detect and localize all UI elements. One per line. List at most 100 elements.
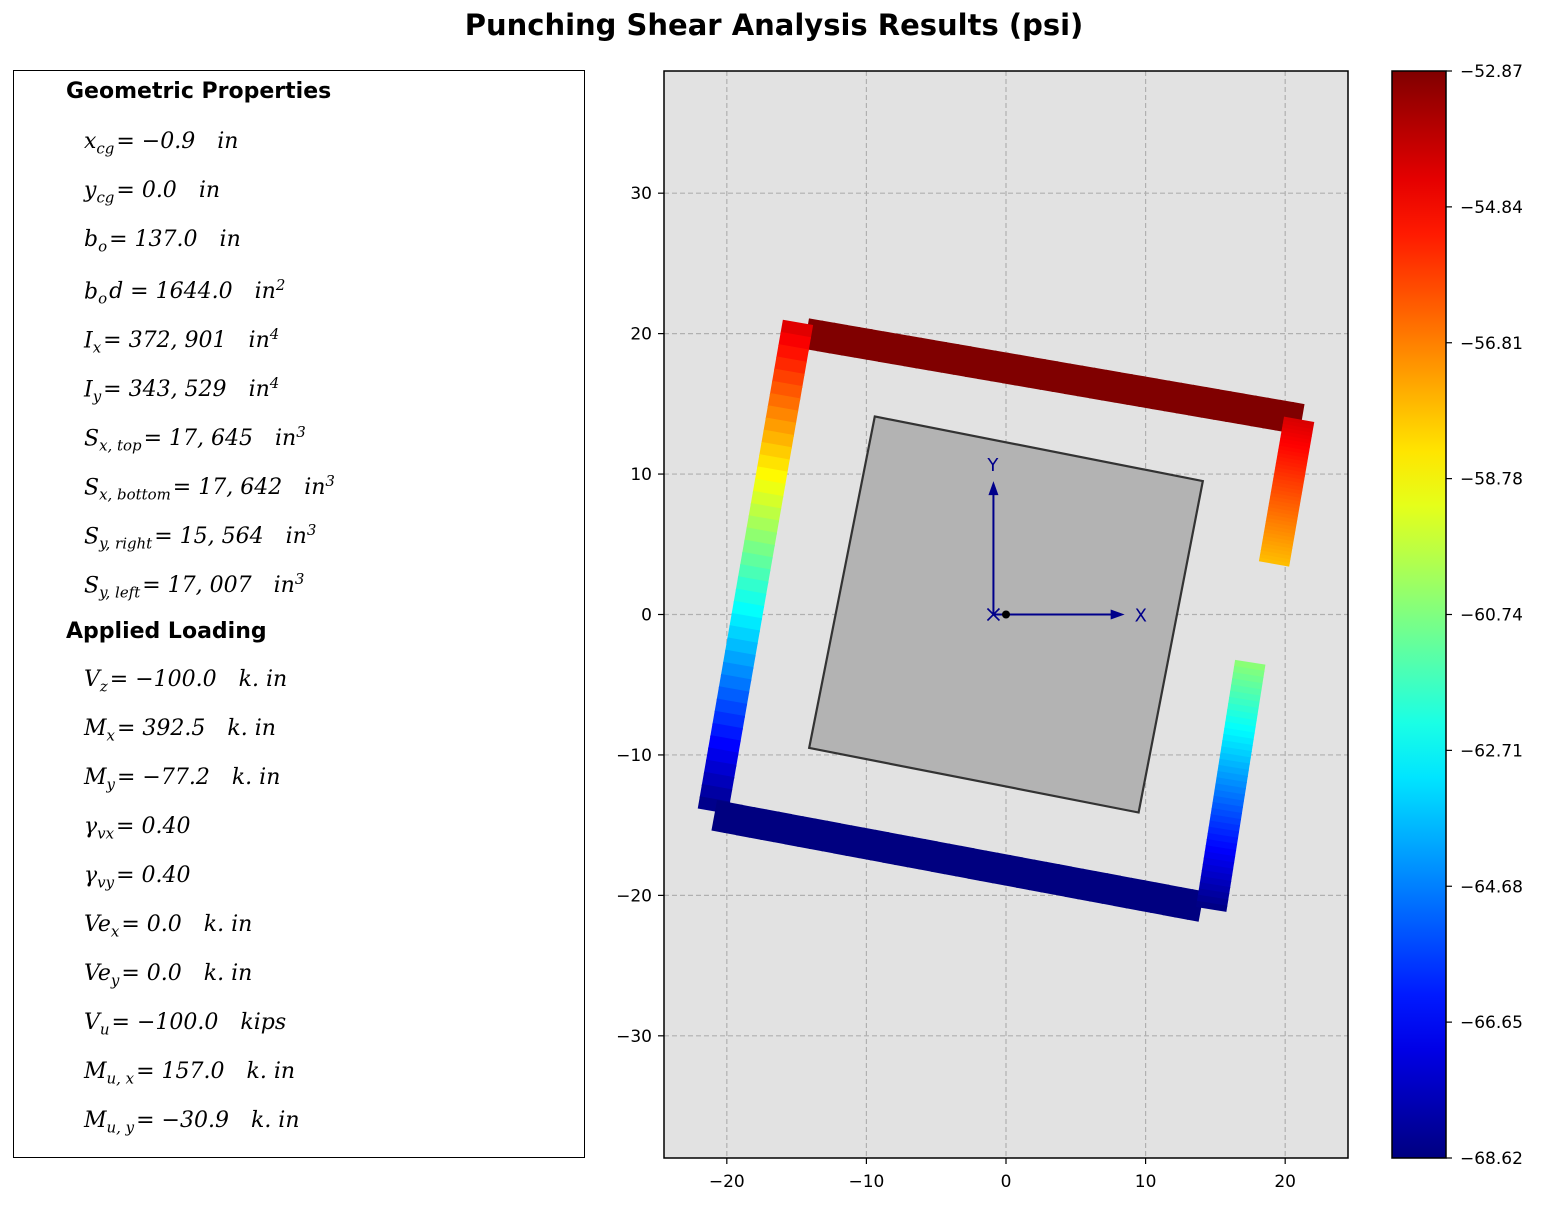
y-tick-label: 0 (641, 606, 652, 626)
property-value: d = 1644.0 (109, 279, 233, 305)
perimeter-right-lower-piece (1198, 882, 1231, 895)
perimeter-right-lower-piece (1231, 678, 1263, 691)
perimeter-right-upper-piece (1260, 550, 1292, 560)
perimeter-right-lower-piece (1197, 888, 1230, 901)
perimeter-group: XY (697, 318, 1315, 922)
x-tick-label: 10 (1135, 1172, 1157, 1192)
property-subscript: u (99, 1020, 110, 1039)
property-unit: k. in (203, 961, 253, 986)
property-value: = −77.2 (116, 765, 210, 790)
property-subscript: z (99, 677, 108, 696)
perimeter-right-upper-piece (1278, 445, 1310, 456)
property-value: = 157.0 (136, 1059, 225, 1084)
perimeter-right-lower-piece (1196, 900, 1228, 912)
perimeter-right-upper-piece (1274, 467, 1306, 477)
perimeter-right-upper-piece (1265, 517, 1297, 528)
perimeter-right-lower-piece (1202, 857, 1235, 870)
property-value: = −30.9 (136, 1108, 229, 1133)
property-subscript: y, left (99, 583, 141, 602)
property-value: = −0.9 (116, 129, 196, 154)
property-loading-8: Mu, x= 157.0 k. in (84, 1059, 295, 1087)
property-unit: in (273, 573, 295, 599)
perimeter-right-upper-piece (1269, 496, 1301, 506)
property-subscript: u, y (106, 1118, 135, 1137)
property-geometric-5: Iy= 343, 529 in4 (84, 374, 279, 406)
perimeter-right-lower-piece (1205, 839, 1238, 851)
y-tick-label: −30 (616, 1027, 652, 1047)
property-symbol: S (84, 426, 100, 452)
property-geometric-3: bod = 1644.0 in2 (84, 276, 285, 308)
chart-title: Punching Shear Analysis Results (psi) (464, 8, 1084, 42)
perimeter-right-lower-piece (1203, 851, 1236, 864)
property-unit: in (217, 129, 239, 154)
property-symbol: γ (84, 814, 98, 839)
property-unit: kips (240, 1010, 287, 1035)
property-subscript: x (106, 726, 115, 745)
perimeter-right-upper-piece (1280, 431, 1312, 441)
property-value: = 17, 007 (142, 573, 252, 599)
y-tick-label: 20 (630, 325, 652, 345)
perimeter-right-upper-piece (1279, 438, 1311, 448)
property-unit-exponent: 3 (296, 423, 306, 441)
perimeter-right-lower-piece (1211, 801, 1243, 814)
perimeter-right-upper-piece (1275, 460, 1307, 470)
perimeter-right-upper-piece (1258, 557, 1290, 567)
colorbar-tick-label: −56.81 (1460, 334, 1523, 354)
perimeter-right-lower-piece (1210, 808, 1242, 821)
perimeter-right-upper-piece (1277, 452, 1308, 463)
perimeter-right-upper-piece (1270, 488, 1302, 499)
perimeter-right-lower-piece (1206, 832, 1239, 845)
property-subscript: u, x (106, 1069, 135, 1088)
property-loading-1: Mx= 392.5 k. in (84, 716, 276, 744)
perimeter-right-upper-piece (1266, 510, 1298, 521)
x-tick-label: 20 (1274, 1172, 1296, 1192)
applied-loading-heading: Applied Loading (66, 619, 267, 644)
perimeter-right-upper-piece (1283, 416, 1315, 427)
property-symbol: M (84, 1059, 107, 1084)
perimeter-right-lower-piece (1199, 876, 1232, 889)
property-symbol: S (84, 524, 100, 550)
property-symbol: M (84, 765, 107, 790)
property-symbol: I (84, 377, 93, 403)
property-value: = 0.0 (121, 961, 182, 986)
y-tick-label: −10 (616, 746, 652, 766)
property-loading-0: Vz= −100.0 k. in (84, 667, 287, 695)
perimeter-right-lower-piece (1228, 696, 1260, 709)
property-value: = 343, 529 (103, 377, 227, 403)
property-unit: k. in (203, 912, 253, 937)
property-value: = 372, 901 (103, 328, 227, 354)
property-value: = 392.5 (116, 716, 206, 741)
property-unit-exponent: 3 (306, 521, 317, 539)
perimeter-right-upper-piece (1268, 499, 1300, 510)
perimeter-right-lower-piece (1218, 758, 1250, 771)
perimeter-right-lower-piece (1232, 672, 1264, 685)
property-loading-5: Vex= 0.0 k. in (84, 912, 252, 940)
property-value: = 17, 642 (172, 475, 283, 501)
perimeter-right-upper-piece (1261, 543, 1293, 553)
property-subscript: cg (96, 188, 115, 207)
perimeter-right-lower-piece (1204, 845, 1237, 858)
perimeter-right-lower-piece (1201, 863, 1234, 876)
property-subscript: o (98, 289, 108, 308)
perimeter-right-upper-piece (1276, 456, 1308, 466)
perimeter-right-lower-piece (1196, 894, 1229, 907)
property-symbol: V (84, 667, 100, 692)
property-subscript: o (98, 237, 108, 256)
perimeter-right-lower-piece (1227, 703, 1259, 716)
y-tick-label: 30 (630, 184, 652, 204)
perimeter-right-lower-piece (1225, 715, 1257, 728)
property-subscript: y, right (99, 534, 153, 553)
property-subscript: x (92, 338, 102, 357)
perimeter-right-lower-piece (1224, 721, 1256, 734)
geometric-properties-heading: Geometric Properties (66, 79, 332, 104)
property-unit: in (254, 279, 276, 305)
property-unit: in (248, 328, 270, 354)
property-symbol: Ve (84, 961, 111, 986)
colorbar-tick-label: −52.87 (1460, 62, 1523, 82)
colorbar-tick-label: −66.65 (1460, 1013, 1523, 1033)
perimeter-right-lower-piece (1230, 684, 1262, 697)
perimeter-right-lower-piece (1213, 789, 1245, 802)
property-unit: k. in (227, 716, 276, 741)
property-subscript: x, top (99, 436, 142, 455)
property-subscript: vy (97, 873, 115, 892)
